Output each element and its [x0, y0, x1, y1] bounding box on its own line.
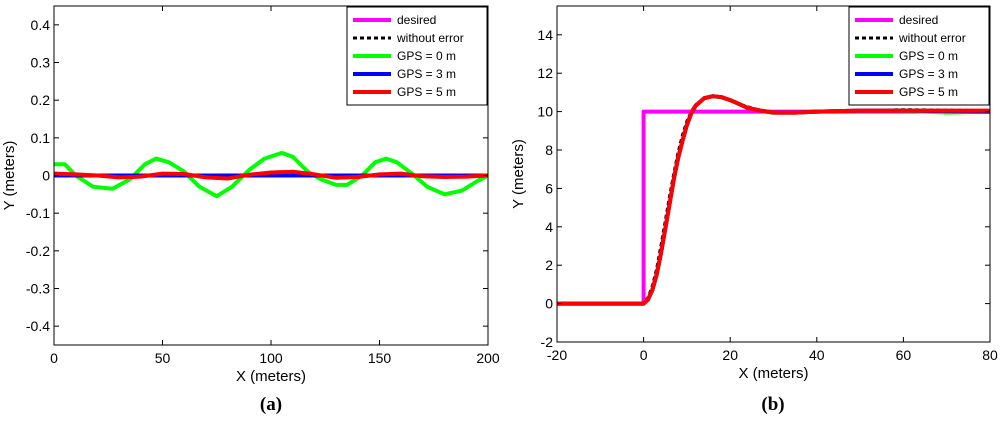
y-tick-label: 10 [537, 104, 553, 120]
x-tick-label: 20 [722, 347, 738, 363]
legend-entry: desired [899, 13, 938, 27]
y-tick-label: 0 [545, 296, 553, 312]
legend-entry: desired [397, 13, 436, 27]
y-tick-label: -0.3 [26, 281, 50, 297]
x-tick-label: -20 [547, 347, 567, 363]
x-tick-label: 0 [640, 347, 648, 363]
series-line-gps-5-m [557, 94, 990, 306]
x-tick-label: 100 [259, 350, 283, 366]
y-tick-label: 0.3 [31, 55, 51, 71]
x-axis-label: X (meters) [738, 365, 808, 382]
y-tick-label: 0.4 [31, 17, 51, 33]
y-axis-label: Y (meters) [1, 141, 18, 211]
legend-entry: GPS = 3 m [899, 67, 958, 81]
x-tick-label: 50 [155, 350, 171, 366]
y-tick-label: -0.2 [26, 243, 50, 259]
chart-caption: (b) [761, 394, 784, 415]
chart-caption: (a) [260, 394, 282, 415]
legend-entry: GPS = 5 m [899, 85, 958, 99]
y-tick-label: -2 [541, 334, 554, 350]
y-tick-label: 8 [545, 142, 553, 158]
x-tick-label: 60 [896, 347, 912, 363]
axes-frame [556, 5, 991, 343]
y-tick-label: 14 [537, 27, 553, 43]
x-tick-label: 150 [368, 350, 392, 366]
legend: desired without error GPS = 0 m GPS = 3 m GP… [346, 6, 488, 106]
y-tick-label: 0.2 [31, 92, 51, 108]
legend-entry: GPS = 3 m [397, 67, 456, 81]
legend-entry: without error [396, 31, 464, 45]
x-tick-label: 200 [476, 350, 500, 366]
legend-entry: GPS = 0 m [899, 49, 958, 63]
y-tick-label: 0 [42, 168, 50, 184]
y-tick-label: 4 [545, 219, 553, 235]
x-tick-label: 80 [982, 347, 998, 363]
legend: desired without error GPS = 0 m GPS = 3 m GP… [848, 6, 990, 106]
y-tick-label: 12 [537, 65, 553, 81]
x-axis-label: X (meters) [236, 368, 306, 385]
y-tick-label: 6 [545, 180, 553, 196]
series-line-gps-5-m [54, 169, 488, 181]
y-tick-label: -0.4 [26, 318, 50, 334]
legend-entry: GPS = 0 m [397, 49, 456, 63]
x-tick-label: 0 [50, 350, 58, 366]
y-tick-label: 2 [545, 257, 553, 273]
x-tick-label: 40 [809, 347, 825, 363]
y-axis-label: Y (meters) [510, 139, 527, 209]
legend-entry: GPS = 5 m [397, 85, 456, 99]
y-tick-label: -0.1 [26, 205, 50, 221]
y-tick-label: 0.1 [31, 130, 51, 146]
legend-entry: without error [898, 31, 966, 45]
chart-a: 0 50 100 150 200 -0.4 -0.3 -0.2 -0.1 0 0.1 0.2 0.3 0.… [1, 5, 500, 415]
